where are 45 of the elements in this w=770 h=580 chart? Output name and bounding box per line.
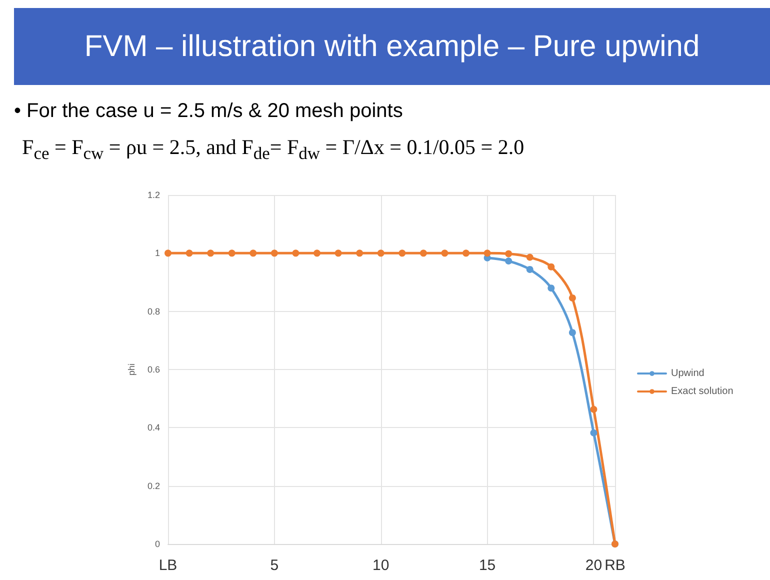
x-tick-label: RB bbox=[604, 557, 626, 574]
point bbox=[164, 250, 172, 257]
legend-label: Upwind bbox=[671, 368, 704, 379]
y-tick-label: 1.2 bbox=[147, 190, 160, 200]
y-tick-label: 0.4 bbox=[147, 422, 160, 433]
point bbox=[548, 284, 555, 292]
x-tick-label: 10 bbox=[372, 557, 390, 574]
y-tick-label: 0.6 bbox=[147, 364, 160, 374]
y-tick-label: 1 bbox=[154, 248, 160, 258]
point bbox=[526, 254, 534, 261]
point bbox=[590, 406, 598, 413]
chart-title: FVM – illustration with example – Pure upwind bbox=[14, 8, 770, 85]
point bbox=[441, 250, 448, 257]
point bbox=[377, 250, 384, 257]
point bbox=[356, 250, 364, 257]
point bbox=[398, 250, 406, 257]
point bbox=[568, 294, 576, 302]
x-tick-label: LB bbox=[158, 557, 178, 574]
point bbox=[548, 263, 555, 270]
text: • For the case u = 2.5 m/s & 20 mesh points bbox=[14, 100, 403, 123]
y-tick-label: 0.8 bbox=[147, 306, 160, 316]
x-tick-label: 5 bbox=[270, 557, 279, 574]
point bbox=[186, 250, 193, 257]
point bbox=[334, 250, 342, 257]
point bbox=[270, 250, 278, 257]
point bbox=[420, 250, 427, 257]
point bbox=[505, 250, 512, 258]
y-tick-label: 0 bbox=[154, 539, 160, 549]
point bbox=[505, 258, 512, 265]
point bbox=[568, 329, 576, 336]
point bbox=[207, 250, 214, 257]
point bbox=[228, 250, 236, 257]
point bbox=[526, 266, 534, 273]
text: F$_{ce}$ = F$_{cw}$ = ρu = 2.5, and F$_{de}$= F$_{dw}$ = Γ/Δx = 0.1/0.05 = 2.0 bbox=[22, 135, 524, 164]
y-axis-title: phi bbox=[126, 363, 136, 376]
point bbox=[250, 250, 257, 257]
y-tick-label: 0.2 bbox=[147, 480, 160, 491]
legend-label: Exact solution bbox=[671, 386, 734, 397]
x-tick-label: 15 bbox=[478, 557, 496, 574]
point bbox=[462, 250, 470, 257]
point bbox=[590, 429, 598, 436]
point bbox=[484, 250, 491, 257]
point bbox=[292, 250, 300, 257]
x-tick-label: 20 bbox=[585, 557, 602, 574]
point bbox=[314, 250, 320, 257]
